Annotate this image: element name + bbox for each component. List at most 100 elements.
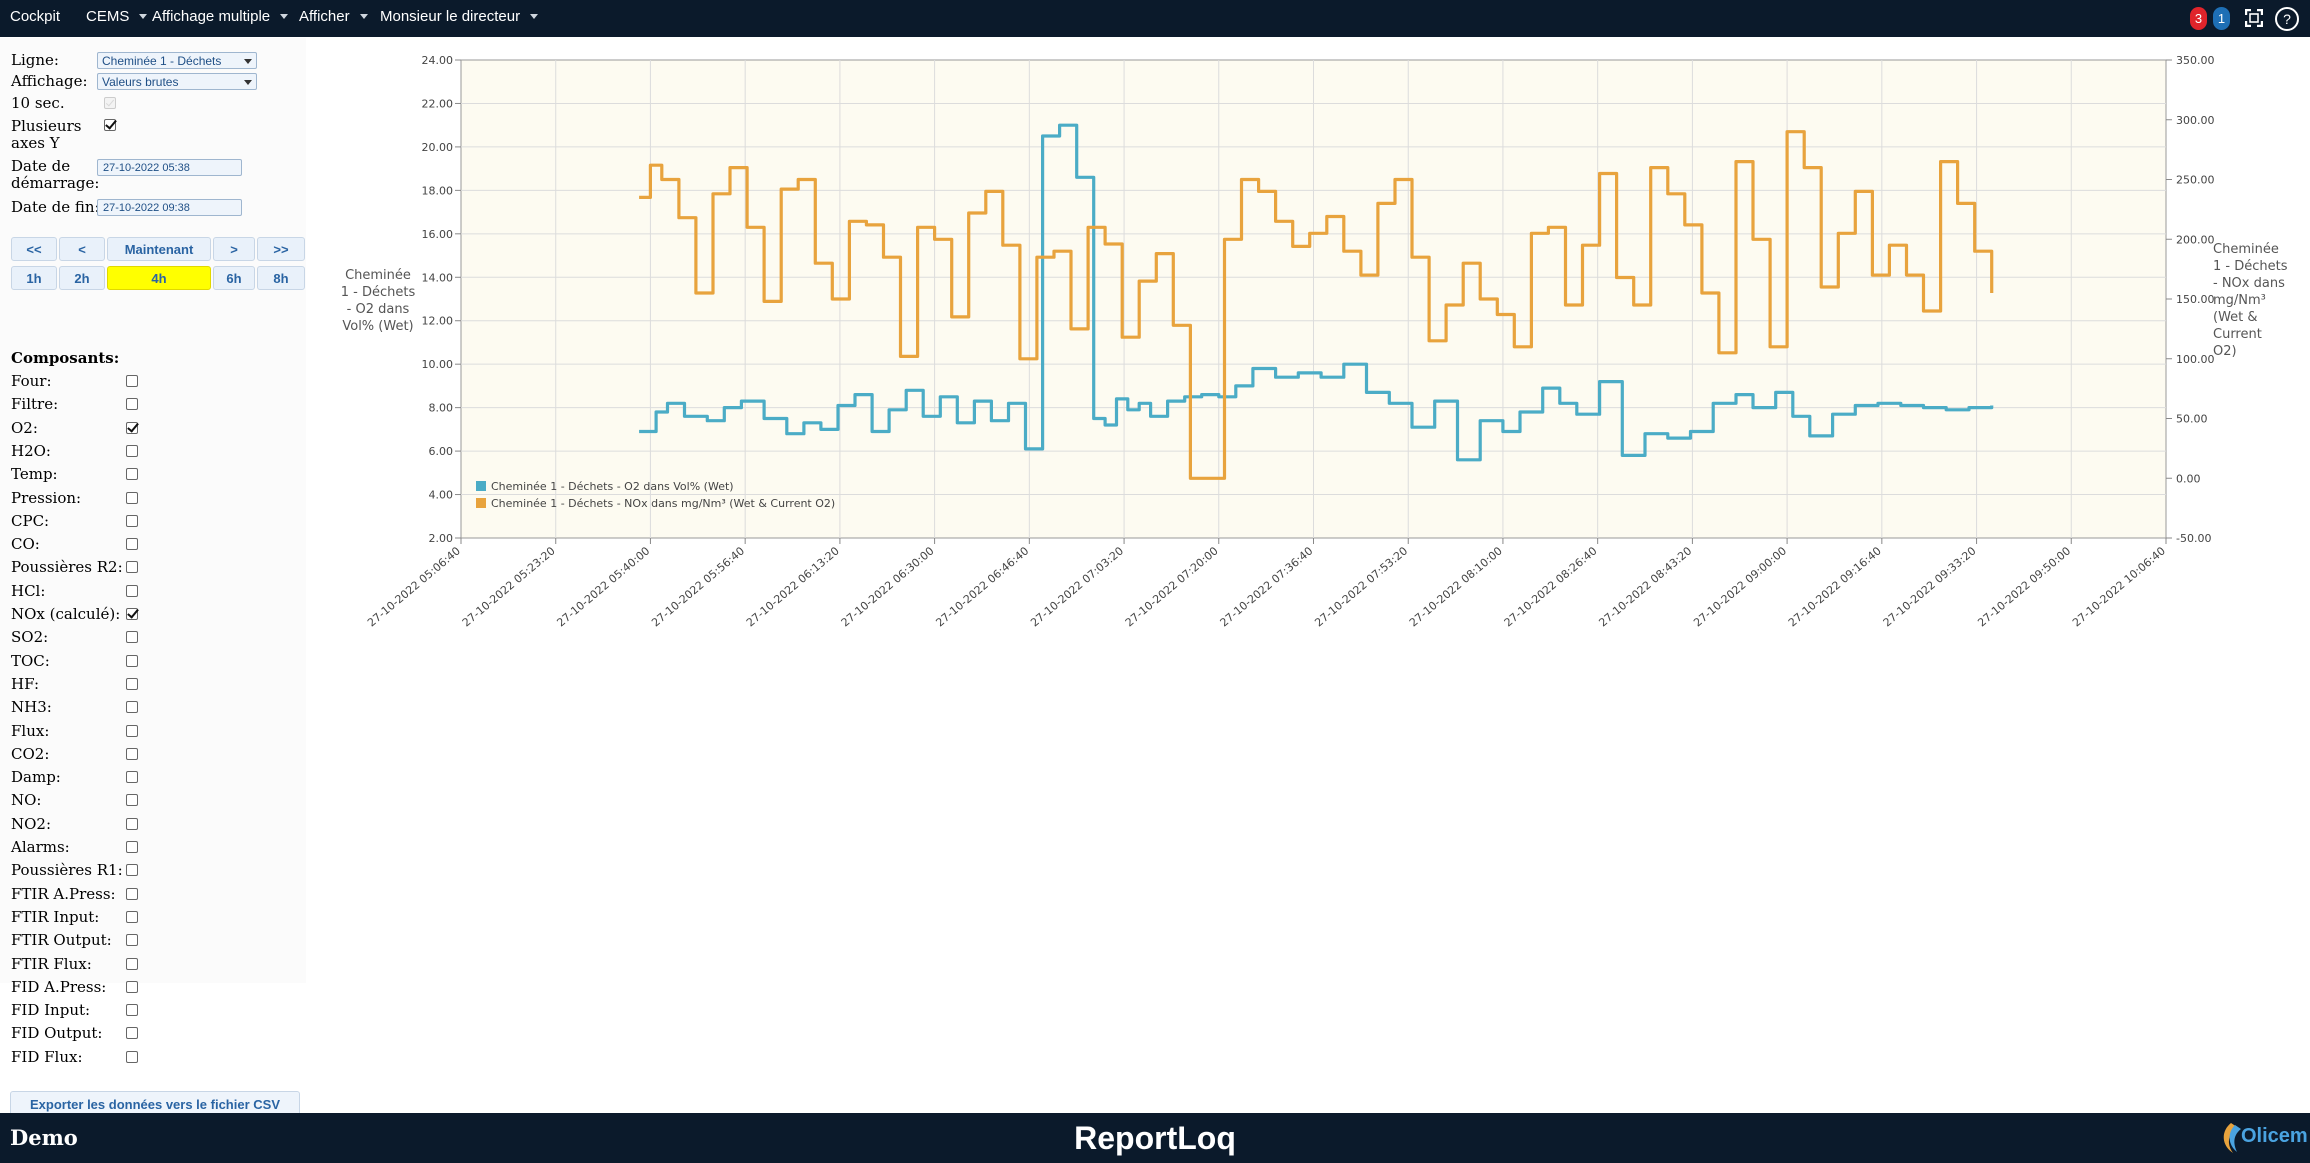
component-label: HCl: — [11, 581, 46, 600]
component-label: Temp: — [11, 465, 58, 484]
component-checkbox[interactable] — [126, 584, 138, 597]
component-checkbox[interactable] — [126, 1050, 138, 1063]
component-checkbox[interactable] — [126, 608, 138, 620]
menu-cems[interactable]: CEMS — [86, 0, 148, 37]
component-checkbox[interactable] — [126, 934, 138, 947]
last-page-button[interactable]: >> — [257, 237, 305, 261]
component-label: NH3: — [11, 698, 52, 717]
series-line-o2 — [639, 123, 1994, 462]
affichage-select-value: Valeurs brutes — [102, 75, 179, 89]
component-checkbox[interactable] — [126, 421, 138, 434]
tick-label-x: 27-10-2022 09:33:20 — [1881, 544, 1979, 629]
range-8h-button[interactable]: 8h — [257, 266, 305, 290]
menu-user[interactable]: Monsieur le directeur — [380, 0, 539, 37]
component-checkbox[interactable] — [126, 747, 138, 760]
ligne-label: Ligne: — [11, 51, 59, 69]
components-title: Composants: — [11, 349, 120, 367]
ten-sec-checkbox[interactable] — [104, 97, 116, 109]
tick-label-y-left: 14.00 — [422, 271, 454, 284]
component-checkbox[interactable] — [126, 561, 138, 574]
legend-swatch — [476, 481, 486, 491]
menu-afficher[interactable]: Afficher — [299, 0, 368, 37]
tick-label-x: 27-10-2022 10:06:40 — [2070, 544, 2168, 629]
y-left-axis-title: - O2 dans — [347, 302, 410, 317]
component-checkbox[interactable] — [126, 444, 138, 457]
next-button[interactable]: > — [213, 237, 255, 261]
alarm-badge[interactable]: 3 — [2190, 7, 2207, 30]
component-checkbox[interactable] — [126, 677, 138, 690]
component-checkbox[interactable] — [126, 701, 138, 714]
multi-axes-checkbox[interactable] — [104, 119, 116, 131]
tick-label-x: 27-10-2022 08:43:20 — [1596, 544, 1694, 629]
component-checkbox[interactable] — [126, 957, 138, 970]
component-checkbox[interactable] — [126, 864, 138, 877]
fullscreen-icon[interactable] — [2245, 9, 2263, 27]
menu-user-label: Monsieur le directeur — [380, 8, 521, 25]
notification-badge[interactable]: 1 — [2213, 7, 2230, 30]
component-checkbox[interactable] — [126, 817, 138, 830]
y-right-axis-title: - NOx dans — [2213, 276, 2285, 291]
now-button[interactable]: Maintenant — [107, 237, 211, 261]
component-checkbox[interactable] — [126, 1027, 138, 1040]
multi-axes-label-2: axes Y — [11, 134, 60, 152]
legend-label: Cheminée 1 - Déchets - O2 dans Vol% (Wet… — [491, 480, 734, 493]
logo-text: Olicem — [2241, 1125, 2308, 1147]
tick-label-y-left: 24.00 — [422, 54, 454, 67]
range-4h-button[interactable]: 4h — [107, 266, 211, 290]
y-right-axis-title: 1 - Déchets — [2213, 259, 2288, 274]
range-2h-button[interactable]: 2h — [59, 266, 105, 290]
ligne-select[interactable]: Cheminée 1 - Déchets — [97, 52, 257, 69]
component-label: FID Input: — [11, 1001, 91, 1020]
brand-link[interactable]: Cockpit — [10, 8, 61, 25]
component-label: CPC: — [11, 511, 50, 530]
tick-label-y-right: 350.00 — [2176, 54, 2215, 67]
y-right-axis-title: Cheminée — [2213, 242, 2279, 257]
end-date-input[interactable]: 27-10-2022 09:38 — [97, 199, 242, 216]
ten-sec-label: 10 sec. — [11, 94, 65, 112]
component-checkbox[interactable] — [126, 794, 138, 807]
component-checkbox[interactable] — [126, 841, 138, 853]
component-checkbox[interactable] — [126, 654, 138, 667]
tick-label-x: 27-10-2022 08:10:00 — [1407, 544, 1505, 629]
top-navbar: Cockpit CEMS Affichage multiple Afficher… — [0, 0, 2310, 37]
tick-label-x: 27-10-2022 08:26:40 — [1502, 544, 1600, 629]
component-label: NOx (calculé): — [11, 605, 121, 623]
multi-axes-label-1: Plusieurs — [11, 117, 82, 135]
tick-label-y-left: 10.00 — [422, 358, 454, 371]
component-checkbox[interactable] — [126, 980, 138, 993]
component-label: NO: — [11, 791, 42, 810]
component-checkbox[interactable] — [126, 887, 138, 900]
component-checkbox[interactable] — [126, 771, 138, 784]
component-checkbox[interactable] — [126, 910, 138, 923]
component-checkbox[interactable] — [126, 724, 138, 737]
component-checkbox[interactable] — [126, 398, 138, 411]
tick-label-x: 27-10-2022 07:53:20 — [1312, 544, 1410, 629]
caret-down-icon — [359, 13, 368, 19]
tick-label-y-right: 50.00 — [2176, 413, 2208, 426]
tick-label-y-left: 4.00 — [429, 489, 454, 502]
range-1h-button[interactable]: 1h — [11, 266, 57, 290]
affichage-select[interactable]: Valeurs brutes — [97, 73, 257, 90]
first-page-button[interactable]: << — [11, 237, 57, 261]
start-date-input[interactable]: 27-10-2022 05:38 — [97, 159, 242, 176]
component-checkbox[interactable] — [126, 491, 138, 504]
component-label: CO: — [11, 535, 40, 554]
legend-swatch — [476, 498, 486, 508]
component-checkbox[interactable] — [126, 375, 138, 387]
component-label: HF: — [11, 674, 40, 693]
help-icon[interactable]: ? — [2275, 7, 2299, 31]
menu-affichage-multiple[interactable]: Affichage multiple — [152, 0, 289, 37]
caret-down-icon — [530, 13, 539, 19]
previous-button[interactable]: < — [59, 237, 105, 261]
y-left-axis-title: 1 - Déchets — [341, 285, 416, 300]
component-checkbox[interactable] — [126, 468, 138, 481]
tick-label-y-right: 100.00 — [2176, 353, 2215, 366]
component-checkbox[interactable] — [126, 1004, 138, 1017]
component-checkbox[interactable] — [126, 514, 138, 527]
range-6h-button[interactable]: 6h — [213, 266, 255, 290]
component-label: Four: — [11, 372, 52, 390]
component-label: Poussières R1: — [11, 861, 123, 880]
component-checkbox[interactable] — [126, 631, 138, 644]
component-label: NO2: — [11, 814, 52, 833]
component-checkbox[interactable] — [126, 538, 138, 551]
